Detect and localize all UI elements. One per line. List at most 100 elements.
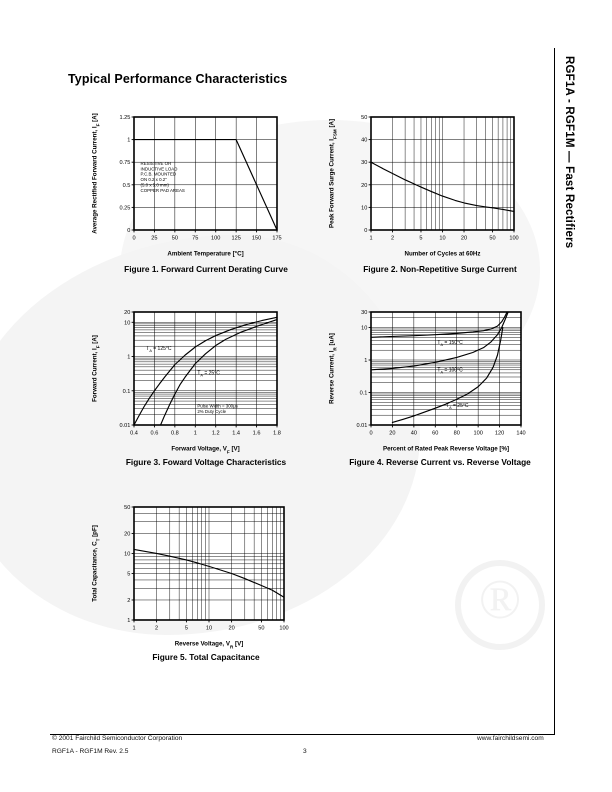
svg-text:10: 10 (124, 551, 130, 557)
figure-2: 1 2 5 10 20 50 100 0 10 20 30 40 50 Number of Cycles … (325, 108, 520, 260)
svg-text:2: 2 (391, 235, 394, 241)
svg-text:10: 10 (206, 625, 212, 631)
svg-text:0.01: 0.01 (120, 423, 131, 429)
side-tab-label: RGF1A - RGF1M — Fast Rectifiers (563, 56, 575, 249)
svg-text:TA = 125°C: TA = 125°C (146, 346, 172, 353)
svg-text:Reverse Current, IR [uA]: Reverse Current, IR [uA] (329, 333, 338, 404)
svg-text:ON 0.2 x 0.2": ON 0.2 x 0.2" (141, 177, 168, 182)
svg-text:1.4: 1.4 (232, 430, 240, 436)
svg-text:COPPER PAD AREAS: COPPER PAD AREAS (141, 188, 185, 193)
svg-text:30: 30 (361, 160, 367, 166)
footer-page-number: 3 (303, 748, 307, 755)
svg-text:Peak Forward Surge Current, IF: Peak Forward Surge Current, IFSM [A] (329, 119, 338, 228)
figure-1-caption: Figure 1. Forward Current Derating Curve (124, 264, 288, 274)
svg-text:50: 50 (361, 115, 367, 121)
figure-1-plot: 0 25 50 75 100 125 150 175 0 0.25 0.5 0.75 1 1.25 Ambi… (88, 108, 283, 260)
svg-text:50: 50 (258, 625, 264, 631)
page-title: Typical Performance Characteristics (68, 72, 288, 86)
svg-text:100: 100 (279, 625, 288, 631)
figure-2-caption: Figure 2. Non-Repetitive Surge Current (363, 264, 517, 274)
svg-text:20: 20 (461, 235, 467, 241)
svg-text:1.2: 1.2 (212, 430, 220, 436)
svg-text:1.8: 1.8 (273, 430, 281, 436)
figure-3: 0.4 0.6 0.8 1 1.2 1.4 1.6 1.8 0.01 0.1 1 10 20 Forwar… (88, 303, 283, 455)
svg-text:10: 10 (124, 320, 130, 326)
svg-text:1.25: 1.25 (120, 115, 131, 121)
svg-text:100: 100 (509, 235, 518, 241)
svg-text:10: 10 (361, 205, 367, 211)
svg-text:5: 5 (419, 235, 422, 241)
svg-text:2: 2 (155, 625, 158, 631)
svg-text:1: 1 (127, 355, 130, 361)
svg-text:1: 1 (369, 235, 372, 241)
svg-text:50: 50 (172, 235, 178, 241)
svg-text:20: 20 (124, 531, 130, 537)
figure-1: 0 25 50 75 100 125 150 175 0 0.25 0.5 0.75 1 1.25 Ambi… (88, 108, 283, 260)
svg-text:0.75: 0.75 (120, 160, 131, 166)
svg-text:Ambient Temperature [°C]: Ambient Temperature [°C] (167, 251, 243, 258)
svg-text:5: 5 (127, 572, 130, 578)
figure-4-caption: Figure 4. Reverse Current vs. Reverse Vo… (349, 457, 531, 467)
svg-text:Forward Voltage, VF [V]: Forward Voltage, VF [V] (171, 446, 239, 455)
svg-text:Pulse Width = 300μs: Pulse Width = 300μs (197, 403, 238, 408)
registered-trademark-watermark: ® (455, 560, 545, 650)
svg-text:140: 140 (516, 430, 525, 436)
svg-text:5: 5 (185, 625, 188, 631)
svg-text:40: 40 (411, 430, 417, 436)
svg-text:1: 1 (194, 430, 197, 436)
svg-text:Average Rectified Forward Curr: Average Rectified Forward Current, IF [A… (92, 113, 101, 234)
svg-text:50: 50 (124, 505, 130, 511)
svg-text:0.4: 0.4 (130, 430, 138, 436)
svg-text:Total Capacitance, CT [pF]: Total Capacitance, CT [pF] (92, 525, 101, 602)
svg-text:100: 100 (473, 430, 482, 436)
footer-revision: RGF1A - RGF1M Rev. 2.5 (52, 748, 129, 755)
svg-text:0: 0 (132, 235, 135, 241)
svg-text:175: 175 (272, 235, 281, 241)
figure-5-plot: 1 2 5 10 20 50 100 1 2 5 10 20 50 Reverse Voltage, VR… (88, 498, 290, 650)
svg-text:TA = 150°C: TA = 150°C (437, 340, 463, 347)
svg-text:1: 1 (364, 358, 367, 364)
figure-3-plot: 0.4 0.6 0.8 1 1.2 1.4 1.6 1.8 0.01 0.1 1 10 20 Forwar… (88, 303, 283, 455)
svg-text:1.6: 1.6 (253, 430, 261, 436)
svg-text:1: 1 (127, 138, 130, 144)
svg-text:Reverse Voltage, VR [V]: Reverse Voltage, VR [V] (175, 641, 244, 650)
svg-text:40: 40 (361, 138, 367, 144)
svg-text:RESISTIVE OR: RESISTIVE OR (141, 161, 172, 166)
svg-text:0.8: 0.8 (171, 430, 179, 436)
svg-text:20: 20 (389, 430, 395, 436)
svg-text:20: 20 (124, 310, 130, 316)
svg-text:0.5: 0.5 (123, 183, 131, 189)
svg-text:2% Duty Cycle: 2% Duty Cycle (197, 409, 226, 414)
svg-text:(5.0 x 5.0 mm): (5.0 x 5.0 mm) (141, 183, 170, 188)
figure-5: 1 2 5 10 20 50 100 1 2 5 10 20 50 Reverse Voltage, VR… (88, 498, 290, 650)
svg-text:10: 10 (361, 326, 367, 332)
svg-text:75: 75 (192, 235, 198, 241)
svg-text:Forward Current, IF [A]: Forward Current, IF [A] (92, 335, 101, 402)
figure-3-caption: Figure 3. Foward Voltage Characteristics (125, 457, 287, 467)
svg-text:TA = 25°C: TA = 25°C (197, 370, 220, 377)
svg-text:0: 0 (369, 430, 372, 436)
svg-text:TA = 25°C: TA = 25°C (446, 403, 469, 410)
svg-text:0: 0 (364, 228, 367, 234)
svg-text:0.1: 0.1 (360, 391, 368, 397)
svg-text:2: 2 (127, 598, 130, 604)
figure-5-caption: Figure 5. Total Capacitance (152, 652, 260, 662)
figure-2-plot: 1 2 5 10 20 50 100 0 10 20 30 40 50 Number of Cycles … (325, 108, 520, 260)
svg-text:0.01: 0.01 (357, 423, 368, 429)
svg-text:0.6: 0.6 (151, 430, 159, 436)
svg-text:20: 20 (361, 183, 367, 189)
footer-website[interactable]: www.fairchildsemi.com (477, 735, 544, 742)
svg-text:50: 50 (489, 235, 495, 241)
svg-text:100: 100 (211, 235, 220, 241)
svg-text:0.25: 0.25 (120, 205, 131, 211)
figure-4-plot: 0 20 40 60 80 100 120 140 0.01 0.1 1 10 30 Percent of… (325, 303, 527, 455)
svg-text:25: 25 (151, 235, 157, 241)
svg-text:20: 20 (228, 625, 234, 631)
svg-text:INDUCTIVE LOAD: INDUCTIVE LOAD (141, 166, 178, 171)
footer-copyright: © 2001 Fairchild Semiconductor Corporati… (52, 735, 183, 742)
svg-text:120: 120 (495, 430, 504, 436)
svg-text:Number of Cycles at 60Hz: Number of Cycles at 60Hz (405, 251, 481, 258)
svg-text:60: 60 (432, 430, 438, 436)
svg-text:Percent of Rated Peak Reverse: Percent of Rated Peak Reverse Voltage [%… (383, 446, 509, 453)
